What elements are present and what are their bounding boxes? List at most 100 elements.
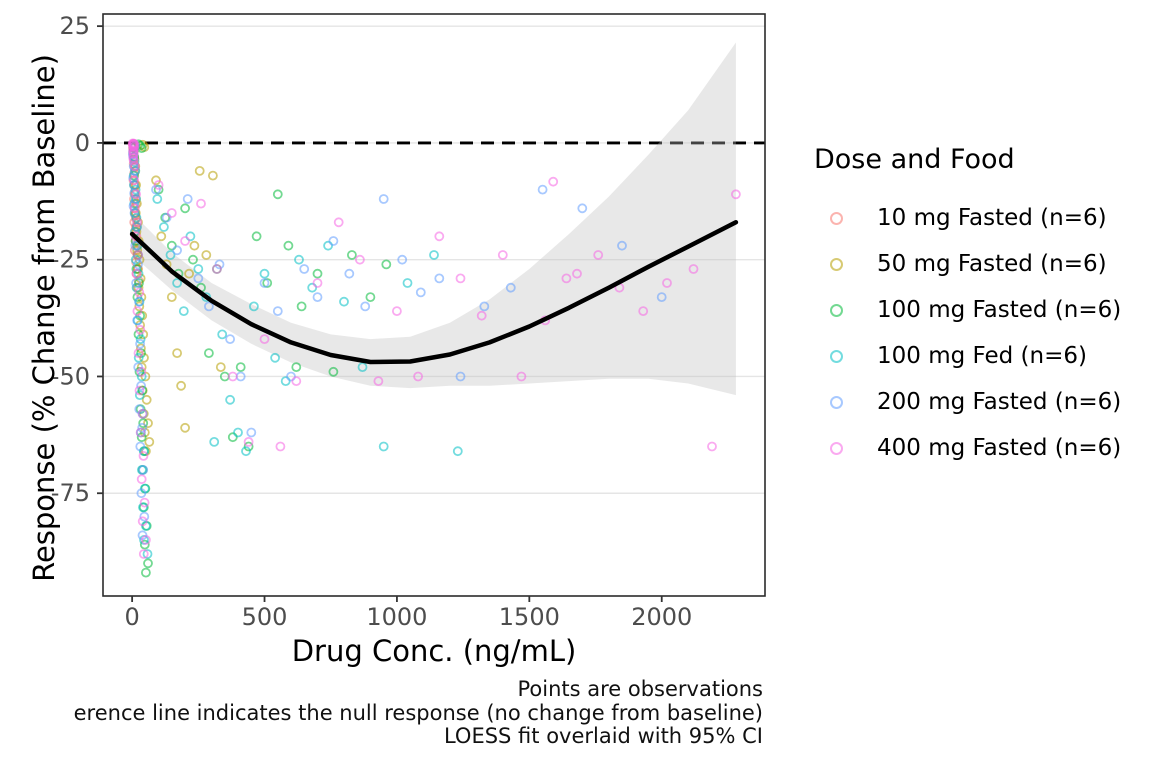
- data-point: [128, 147, 139, 158]
- legend-item-label: 100 mg Fasted (n=6): [877, 297, 1122, 323]
- data-point: [131, 264, 142, 274]
- data-point: [139, 497, 150, 508]
- x-tick-label: 1000: [366, 603, 427, 631]
- data-point: [203, 301, 214, 312]
- data-point: [166, 292, 177, 303]
- data-point: [225, 334, 236, 345]
- data-point: [227, 432, 238, 443]
- data-point: [593, 250, 604, 260]
- data-point: [143, 558, 153, 569]
- y-tick-label: -75: [51, 479, 90, 507]
- data-point: [497, 250, 508, 260]
- data-point: [131, 212, 142, 223]
- data-point: [241, 446, 251, 457]
- data-point: [136, 362, 147, 373]
- data-point: [130, 161, 140, 172]
- legend-item-label: 10 mg Fasted (n=6): [877, 205, 1107, 231]
- data-point: [136, 366, 147, 377]
- data-point: [136, 380, 147, 391]
- data-point: [378, 194, 389, 204]
- legend-key-circle-icon: [830, 349, 843, 363]
- data-point: [572, 268, 582, 279]
- data-point: [360, 301, 371, 312]
- data-point: [373, 376, 384, 387]
- data-point: [209, 436, 220, 447]
- data-point: [172, 348, 183, 359]
- data-point: [129, 208, 140, 218]
- caption-line: erence line indicates the null response …: [73, 700, 763, 725]
- data-point: [138, 464, 149, 475]
- data-point: [166, 208, 177, 218]
- data-point: [172, 245, 183, 256]
- data-point: [132, 306, 143, 317]
- data-point: [243, 441, 254, 452]
- data-point: [138, 549, 149, 559]
- data-point: [217, 329, 228, 340]
- legend-item-label: 100 mg Fed (n=6): [877, 343, 1087, 369]
- data-point: [291, 362, 302, 373]
- data-point: [211, 264, 222, 274]
- x-tick-label: 1500: [499, 603, 560, 631]
- data-point: [136, 488, 147, 499]
- data-point: [225, 394, 236, 405]
- data-point: [248, 301, 259, 312]
- data-point: [283, 240, 294, 251]
- legend-item: 100 mg Fasted (n=6): [812, 287, 1121, 333]
- data-point: [133, 329, 144, 340]
- data-point: [135, 324, 146, 335]
- data-point: [251, 231, 262, 242]
- data-point: [656, 292, 667, 303]
- data-point: [151, 175, 161, 186]
- data-point: [137, 422, 148, 433]
- data-point: [333, 217, 344, 228]
- legend-key-circle-icon: [830, 395, 843, 409]
- data-point: [131, 268, 142, 279]
- data-point: [194, 165, 205, 176]
- data-point: [180, 236, 191, 246]
- data-point: [138, 450, 149, 461]
- data-point: [328, 236, 339, 246]
- data-point: [132, 217, 143, 228]
- data-point: [434, 231, 445, 242]
- data-point: [291, 376, 302, 387]
- data-point: [429, 250, 439, 260]
- data-point: [312, 268, 323, 279]
- data-point: [243, 436, 254, 447]
- data-point: [137, 516, 148, 527]
- legend-item: 400 mg Fasted (n=6): [812, 425, 1121, 471]
- data-point: [140, 567, 151, 578]
- data-point: [479, 301, 490, 312]
- data-point: [280, 376, 291, 387]
- data-point: [662, 278, 672, 288]
- data-point: [339, 296, 349, 307]
- data-point: [455, 273, 466, 284]
- data-point: [136, 432, 147, 443]
- legend-item: 100 mg Fed (n=6): [812, 333, 1121, 379]
- legend-item: 10 mg Fasted (n=6): [812, 195, 1121, 241]
- data-point: [455, 371, 466, 382]
- data-point: [129, 203, 140, 214]
- data-point: [134, 301, 145, 312]
- data-point: [415, 287, 426, 298]
- data-point: [707, 441, 717, 452]
- data-point: [413, 371, 424, 382]
- data-point: [397, 254, 408, 265]
- data-point: [134, 390, 145, 401]
- data-point: [516, 371, 527, 382]
- data-point: [134, 254, 145, 265]
- data-point: [452, 446, 463, 457]
- legend-key-circle-icon: [830, 211, 843, 225]
- data-point: [176, 380, 187, 391]
- y-tick-label: 0: [75, 129, 90, 157]
- caption-line: Points are observations: [517, 677, 763, 701]
- data-point: [193, 273, 204, 284]
- data-point: [196, 198, 206, 209]
- data-point: [131, 189, 142, 200]
- data-point: [156, 231, 167, 242]
- legend-item: 50 mg Fasted (n=6): [812, 241, 1121, 287]
- data-point: [272, 306, 283, 317]
- data-point: [233, 427, 243, 438]
- data-point: [178, 306, 189, 317]
- data-point: [135, 343, 146, 354]
- data-point: [134, 287, 145, 298]
